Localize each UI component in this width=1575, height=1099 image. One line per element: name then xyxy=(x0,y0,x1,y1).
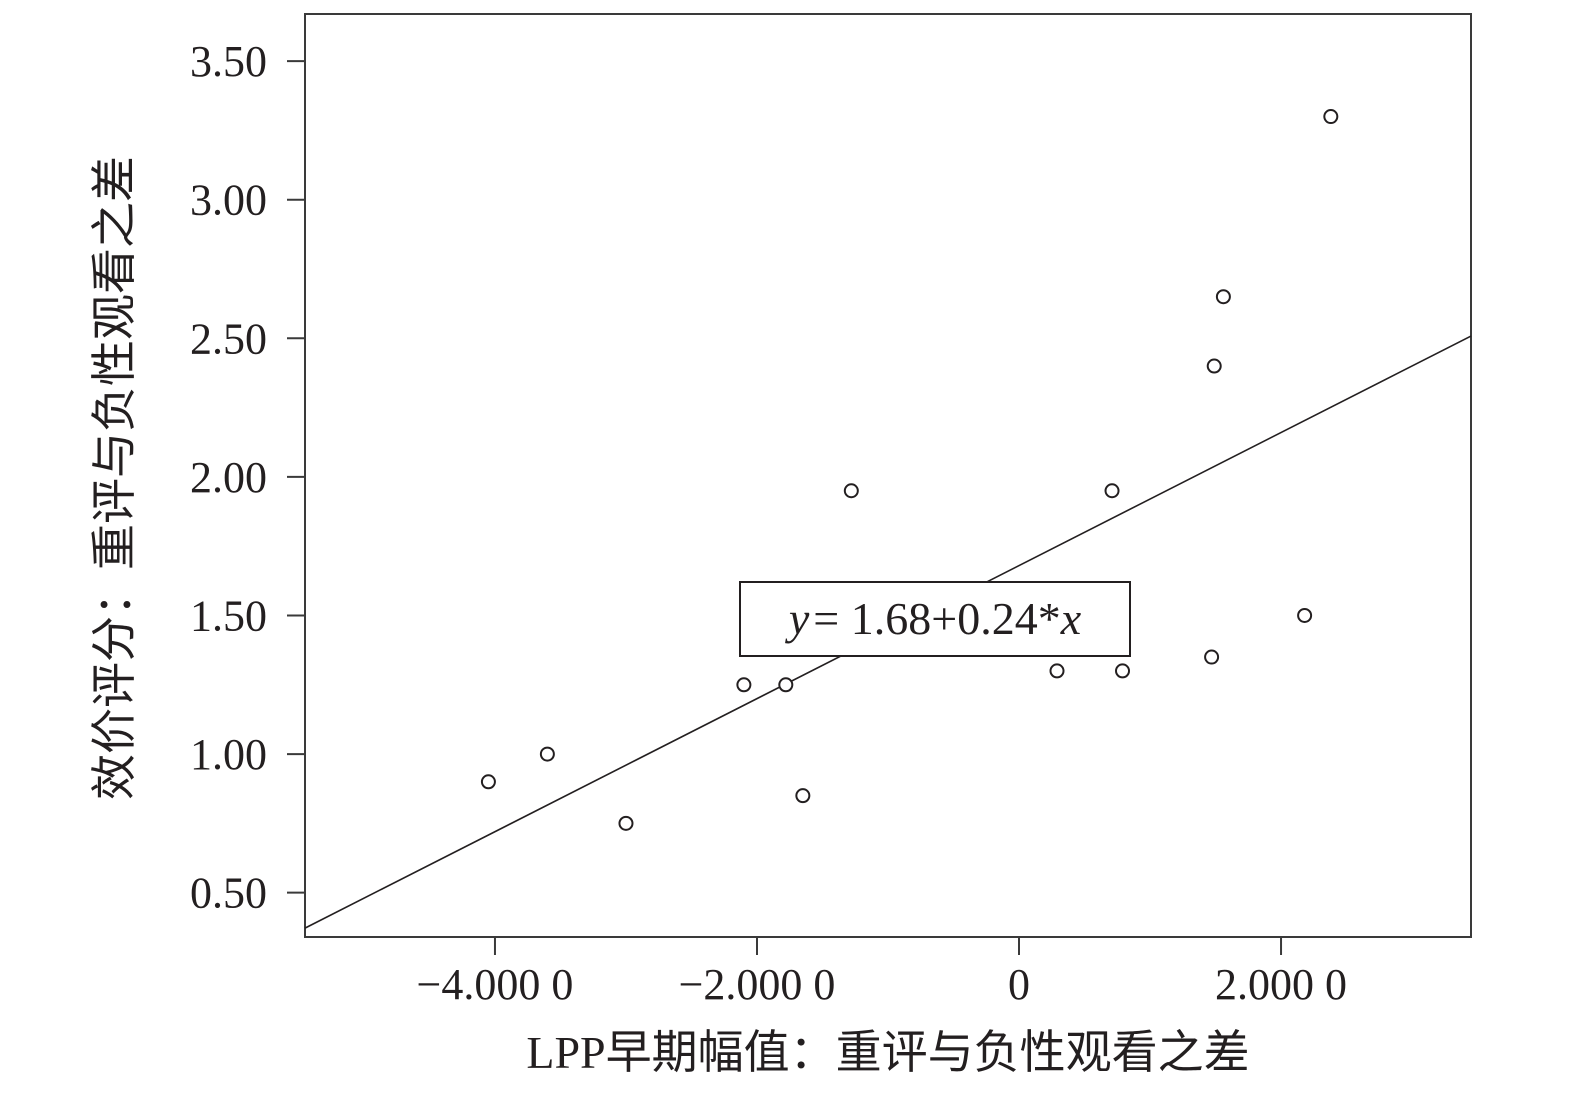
y-tick-label: 0.50 xyxy=(190,869,267,918)
data-point xyxy=(480,774,496,790)
data-point xyxy=(1215,289,1231,305)
data-point xyxy=(1297,607,1313,623)
data-point xyxy=(795,788,811,804)
y-tick-label: 1.50 xyxy=(190,591,267,640)
data-point xyxy=(843,483,859,499)
x-axis: −4.000 0 −2.000 0 0 2.000 0 xyxy=(417,937,1347,1009)
data-point xyxy=(778,677,794,693)
data-point xyxy=(1206,358,1222,374)
y-tick-label: 1.00 xyxy=(190,730,267,779)
y-tick-label: 2.50 xyxy=(190,314,267,363)
y-tick-label: 2.00 xyxy=(190,453,267,502)
data-point xyxy=(1104,483,1120,499)
x-tick-label: −4.000 0 xyxy=(417,960,574,1009)
y-tick-label: 3.00 xyxy=(190,176,267,225)
equation-frame xyxy=(739,581,1131,657)
data-point xyxy=(539,746,555,762)
data-point xyxy=(1049,663,1065,679)
plot-frame xyxy=(304,13,1472,938)
data-point xyxy=(1204,649,1220,665)
x-tick-label: 0 xyxy=(1008,960,1030,1009)
data-point xyxy=(736,677,752,693)
equation-rhs: 1.68+0.24* xyxy=(839,593,1060,644)
y-axis-title: 效价评分：重评与负性观看之差 xyxy=(89,156,140,800)
equation-label: y= 1.68+0.24*x xyxy=(785,593,1082,644)
data-point xyxy=(618,815,634,831)
y-tick-label: 3.50 xyxy=(190,37,267,86)
equation-x-var: x xyxy=(1060,593,1082,644)
equation-y-var: y xyxy=(785,593,810,644)
x-tick-label: 2.000 0 xyxy=(1215,960,1347,1009)
y-axis: 0.50 1.00 1.50 2.00 2.50 3.00 3.50 xyxy=(190,37,305,918)
data-points xyxy=(480,109,1339,831)
x-axis-title: LPP早期幅值：重评与负性观看之差 xyxy=(526,1027,1249,1078)
equation-box: y= 1.68+0.24*x xyxy=(739,581,1131,657)
x-tick-label: −2.000 0 xyxy=(679,960,836,1009)
data-point xyxy=(1115,663,1131,679)
data-point xyxy=(1323,109,1339,125)
equation-equals: = xyxy=(813,593,839,644)
